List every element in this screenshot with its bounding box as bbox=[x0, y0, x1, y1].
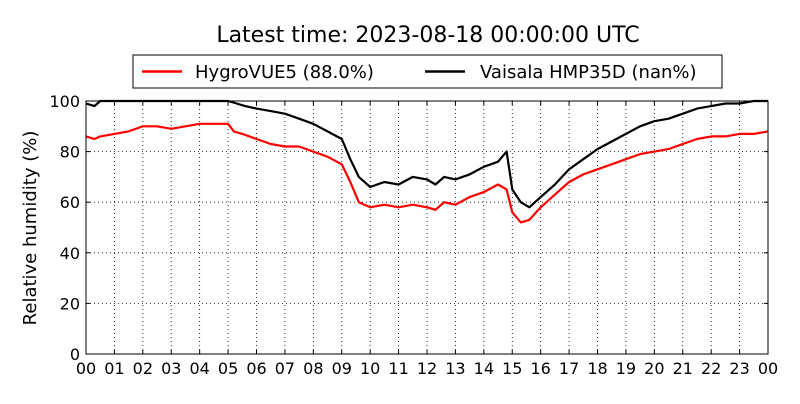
legend-label-hygrovue5: HygroVUE5 (88.0%) bbox=[195, 62, 374, 83]
y-tick-label: 40 bbox=[60, 244, 80, 263]
x-tick-label: 17 bbox=[559, 359, 579, 378]
x-tick-label: 04 bbox=[189, 359, 209, 378]
x-tick-label: 05 bbox=[218, 359, 238, 378]
x-tick-label: 14 bbox=[474, 359, 494, 378]
series-line-1 bbox=[85, 99, 768, 209]
axis-ticks: 00 01 02 03 04 05 06 07 08 09 10 11 12 13 14 15 16 17 18 19… bbox=[49, 92, 778, 378]
chart-title: Latest time: 2023-08-18 00:00:00 UTC bbox=[216, 23, 639, 48]
x-tick-label: 22 bbox=[701, 359, 721, 378]
legend: HygroVUE5 (88.0%) Vaisala HMP35D (nan%) bbox=[132, 54, 723, 89]
x-tick-label: 08 bbox=[303, 359, 323, 378]
y-tick-label: 0 bbox=[70, 345, 80, 364]
x-tick-label: 15 bbox=[502, 359, 522, 378]
x-tick-label: 06 bbox=[246, 359, 266, 378]
legend-label-vaisala: Vaisala HMP35D (nan%) bbox=[480, 62, 697, 83]
x-tick-label: 19 bbox=[616, 359, 636, 378]
x-tick-label: 21 bbox=[673, 359, 693, 378]
x-tick-label: 07 bbox=[275, 359, 295, 378]
x-tick-label: 11 bbox=[388, 359, 408, 378]
x-tick-label: 09 bbox=[332, 359, 352, 378]
x-tick-label: 18 bbox=[587, 359, 607, 378]
x-tick-label: 03 bbox=[161, 359, 181, 378]
y-tick-label: 60 bbox=[60, 193, 80, 212]
x-tick-label: 10 bbox=[360, 359, 380, 378]
x-tick-label: 23 bbox=[729, 359, 749, 378]
x-tick-label: 00 bbox=[758, 359, 778, 378]
x-tick-label: 01 bbox=[104, 359, 124, 378]
y-tick-label: 100 bbox=[49, 92, 80, 111]
y-tick-label: 80 bbox=[60, 143, 80, 162]
x-tick-label: 12 bbox=[417, 359, 437, 378]
x-tick-label: 00 bbox=[76, 359, 96, 378]
y-tick-label: 20 bbox=[60, 294, 80, 313]
grid bbox=[86, 101, 768, 354]
series-line-0 bbox=[85, 122, 769, 224]
x-tick-label: 13 bbox=[445, 359, 465, 378]
plot-frame bbox=[85, 100, 769, 355]
x-tick-label: 16 bbox=[530, 359, 550, 378]
y-axis-label: Relative humidity (%) bbox=[20, 131, 41, 326]
x-tick-label: 02 bbox=[133, 359, 153, 378]
x-tick-label: 20 bbox=[644, 359, 664, 378]
